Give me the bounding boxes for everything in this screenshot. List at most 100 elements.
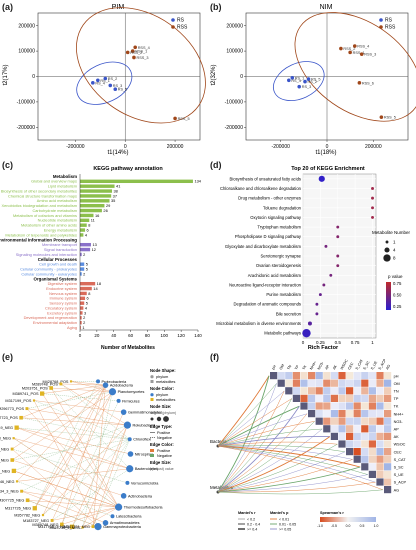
enrichment-dot — [307, 321, 312, 326]
row-label: pH — [394, 374, 399, 378]
metabolite-node — [12, 437, 15, 440]
size-legend-title: Metabolite Number — [372, 230, 411, 235]
network-edge — [26, 408, 128, 426]
kegg-enrichment-chart: Top 20 of KEGG Enrichment 0 0.25 0.5 0.75 1 B… — [216, 166, 411, 351]
mantel-link — [217, 405, 300, 447]
category-label: Biosynthesis of other secondary metaboli… — [1, 188, 77, 193]
enrichment-dot — [336, 254, 340, 258]
phylum-label: Firmicutes — [122, 399, 140, 403]
heatmap-cell — [384, 432, 392, 440]
network-edge — [21, 417, 130, 440]
legend-item: < 0.01 — [279, 518, 289, 522]
metabolite-node — [59, 382, 63, 386]
mantel-link — [217, 413, 308, 447]
network-edge — [12, 448, 99, 527]
legend-item: Positive — [157, 431, 170, 435]
bar-value-label: 6 — [87, 227, 89, 232]
heatmap-cell — [338, 402, 346, 410]
metabolite-node — [39, 391, 45, 396]
mantel-link — [217, 413, 308, 493]
legend-title: Node Size: — [150, 404, 171, 409]
heatmap-diagonal-cell — [346, 448, 354, 456]
y-axis-label: t2(32%) — [211, 64, 217, 85]
heatmap-diagonal-cell — [300, 402, 308, 410]
network-edge — [82, 506, 119, 528]
heatmap-cell — [368, 372, 376, 380]
network-edge — [21, 385, 106, 418]
y-tick-label: 200000 — [18, 23, 35, 29]
heatmap-cell — [376, 372, 384, 380]
metabolite-node — [81, 526, 84, 529]
color-legend-title: p value — [388, 274, 403, 279]
bar — [80, 228, 86, 232]
mantel-link — [217, 445, 376, 483]
heatmap-cell — [361, 455, 369, 463]
heatmap-cell — [277, 372, 285, 380]
category-label: Environmental adaptation — [33, 320, 77, 325]
column-label: S_CAT — [355, 358, 365, 370]
heatmap-diagonal-cell — [338, 440, 346, 448]
x-tick-label: 40 — [111, 333, 117, 338]
category-label: Excretory system — [47, 310, 77, 315]
x-tick-label: 0.5 — [335, 340, 342, 345]
network-edge — [12, 385, 106, 450]
heatmap-cell — [346, 379, 354, 387]
row-label: TN — [394, 390, 399, 394]
category-label: Metabolism of cofactors and vitamins — [13, 213, 77, 218]
category-label: Immune system — [50, 296, 77, 301]
legend-item: >= 0.05 — [279, 528, 291, 532]
heatmap-cell — [315, 372, 323, 380]
row-label: S_CAT — [394, 458, 407, 462]
colorbar-tick-label: -0.5 — [331, 524, 337, 528]
legend-label: RSS — [177, 25, 188, 31]
heatmap-cell — [338, 425, 346, 433]
heatmap-cell — [353, 440, 361, 448]
legend-title: Edge Color: — [150, 442, 174, 447]
bar-value-label: 3 — [84, 310, 86, 315]
phylum-label: Latescibacteria — [116, 515, 142, 519]
legend-item: >= 0.4 — [247, 528, 257, 532]
row-label: CEC — [394, 450, 402, 454]
heatmap-cell — [330, 372, 338, 380]
legend-marker — [171, 18, 175, 22]
mantel-link — [217, 375, 270, 447]
bar — [80, 247, 91, 252]
enrichment-title: Top 20 of KEGG Enrichment — [291, 166, 365, 172]
enrichment-dot — [315, 302, 319, 306]
bar — [80, 189, 113, 193]
row-label: S_UE — [394, 473, 404, 477]
row-label: NO3- — [394, 420, 404, 424]
heatmap-cell — [330, 410, 338, 418]
network-edge — [61, 400, 119, 525]
heatmap-cell — [338, 432, 346, 440]
bar-value-label: 8 — [88, 291, 90, 296]
heatmap-cell — [384, 417, 392, 425]
heatmap-cell — [323, 410, 331, 418]
metabolite-node — [32, 399, 36, 402]
enrichment-dot — [322, 283, 326, 287]
network-edge — [60, 383, 128, 426]
pathway-label: Metabolic pathways — [264, 331, 301, 336]
data-point — [113, 87, 118, 91]
data-point — [108, 83, 113, 88]
mantel-link — [217, 421, 315, 493]
data-point — [125, 50, 130, 55]
network-edge — [34, 385, 106, 509]
confidence-ellipse — [294, 12, 416, 122]
enrichment-dot — [324, 244, 328, 248]
row-label: TK — [394, 405, 399, 409]
point-label: RS_2 — [108, 77, 118, 81]
mantel-link — [217, 445, 368, 475]
heatmap-cell — [285, 372, 293, 380]
column-label: S_SC — [362, 360, 370, 370]
group-label: Cellular Processes — [38, 257, 78, 262]
x-axis-label: Number of Metabolites — [101, 345, 155, 351]
heatmap-cell — [323, 372, 331, 380]
size-legend-label: 1 — [393, 240, 396, 245]
mantel-link — [217, 481, 376, 493]
point-label: RSS_1 — [353, 51, 365, 55]
metabolite-label: M390705_NEG — [0, 447, 9, 451]
network-edge — [27, 500, 119, 508]
heatmap-cell — [376, 463, 384, 471]
heatmap-cell — [346, 440, 354, 448]
